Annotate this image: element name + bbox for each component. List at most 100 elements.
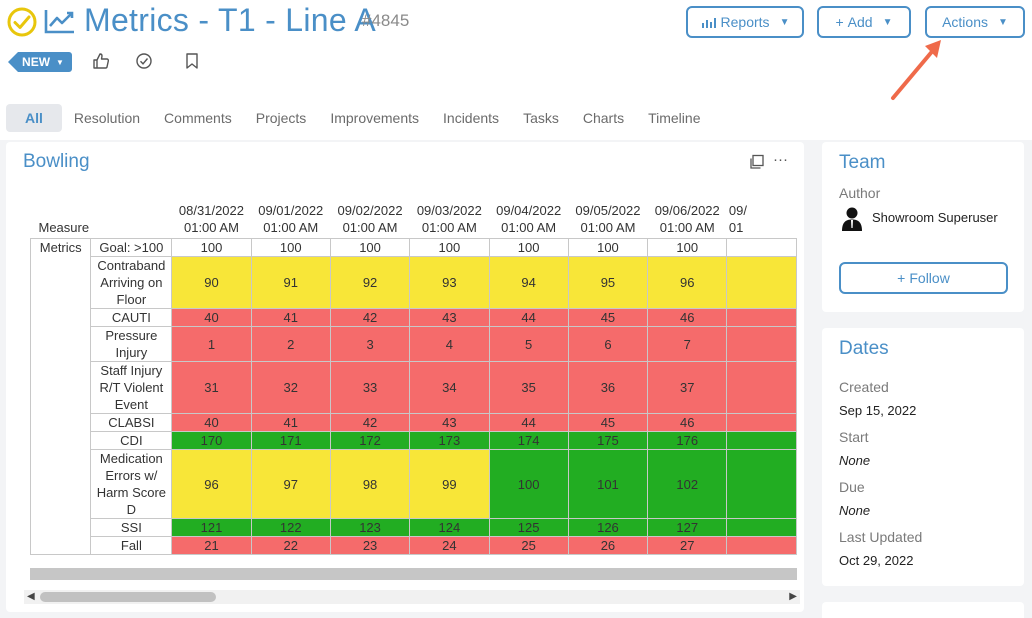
metric-cell[interactable]: 122	[250, 518, 331, 537]
metric-cell[interactable]: 99	[409, 449, 490, 519]
metric-cell[interactable]	[726, 431, 797, 450]
metric-cell[interactable]: 96	[647, 256, 728, 309]
metric-cell[interactable]: 37	[647, 361, 728, 414]
metric-cell[interactable]	[726, 449, 797, 519]
thumbs-up-icon[interactable]	[92, 52, 110, 70]
metric-cell[interactable]	[726, 413, 797, 432]
metric-cell[interactable]: 44	[488, 413, 569, 432]
metric-cell[interactable]: 33	[329, 361, 411, 414]
tab-improvements[interactable]: Improvements	[330, 110, 420, 126]
metric-cell[interactable]: 172	[329, 431, 411, 450]
metric-cell[interactable]: 92	[329, 256, 411, 309]
table-footer-bar	[30, 568, 797, 580]
bookmark-icon[interactable]	[183, 52, 201, 70]
tab-tasks[interactable]: Tasks	[523, 110, 559, 126]
metric-cell[interactable]: 23	[329, 536, 411, 555]
metric-cell[interactable]: 1	[171, 326, 252, 362]
time-label: 01:00 AM	[263, 220, 319, 235]
metric-cell[interactable]: 173	[409, 431, 490, 450]
metric-cell[interactable]: 95	[567, 256, 649, 309]
metric-cell[interactable]: 45	[567, 413, 649, 432]
metric-cell[interactable]: 121	[171, 518, 252, 537]
metric-cell[interactable]: 34	[409, 361, 490, 414]
metric-cell[interactable]: 176	[647, 431, 728, 450]
metric-cell[interactable]: 124	[409, 518, 490, 537]
scroll-left-icon[interactable]: ◀	[27, 591, 35, 602]
metric-cell[interactable]: 36	[567, 361, 649, 414]
metric-cell[interactable]: 100	[488, 449, 569, 519]
metric-cell[interactable]: 41	[250, 413, 331, 432]
metric-cell[interactable]: 24	[409, 536, 490, 555]
metric-cell[interactable]: 27	[647, 536, 728, 555]
metric-cell[interactable]: 26	[567, 536, 649, 555]
tab-timeline[interactable]: Timeline	[648, 110, 701, 126]
metric-cell[interactable]	[726, 308, 797, 327]
goal-cell: 100	[567, 238, 649, 257]
metric-cell[interactable]: 3	[329, 326, 411, 362]
metric-cell[interactable]	[726, 326, 797, 362]
metric-cell[interactable]: 41	[250, 308, 331, 327]
tab-resolution[interactable]: Resolution	[73, 110, 141, 126]
tab-projects[interactable]: Projects	[255, 110, 307, 126]
metric-cell[interactable]: 4	[409, 326, 490, 362]
metric-cell[interactable]: 6	[567, 326, 649, 362]
metric-cell[interactable]: 7	[647, 326, 728, 362]
metric-cell[interactable]: 45	[567, 308, 649, 327]
scroll-thumb[interactable]	[40, 592, 216, 602]
metric-cell[interactable]	[726, 361, 797, 414]
follow-button[interactable]: + Follow	[839, 262, 1008, 294]
metric-cell[interactable]: 101	[567, 449, 649, 519]
add-button[interactable]: + Add ▼	[817, 6, 911, 38]
reports-button[interactable]: Reports ▼	[686, 6, 804, 38]
author-name[interactable]: Showroom Superuser	[872, 210, 998, 225]
more-icon[interactable]: ···	[773, 151, 788, 168]
metric-cell[interactable]: 102	[647, 449, 728, 519]
metric-cell[interactable]: 46	[647, 308, 728, 327]
metric-cell[interactable]: 2	[250, 326, 331, 362]
metric-cell[interactable]: 25	[488, 536, 569, 555]
horizontal-scrollbar[interactable]: ◀ ▶	[24, 590, 800, 604]
copy-icon[interactable]	[749, 154, 765, 170]
tab-comments[interactable]: Comments	[164, 110, 232, 126]
metric-cell[interactable]: 32	[250, 361, 331, 414]
metric-cell[interactable]: 35	[488, 361, 569, 414]
metric-cell[interactable]: 31	[171, 361, 252, 414]
tab-charts[interactable]: Charts	[582, 110, 625, 126]
metric-cell[interactable]: 174	[488, 431, 569, 450]
metric-cell[interactable]: 40	[171, 308, 252, 327]
metric-cell[interactable]: 126	[567, 518, 649, 537]
check-icon[interactable]	[135, 52, 153, 70]
metric-cell[interactable]: 90	[171, 256, 252, 309]
metric-cell[interactable]	[726, 536, 797, 555]
metric-cell[interactable]: 43	[409, 413, 490, 432]
metric-cell[interactable]	[726, 518, 797, 537]
metric-cell[interactable]: 46	[647, 413, 728, 432]
metric-cell[interactable]: 123	[329, 518, 411, 537]
due-label: Due	[839, 479, 865, 495]
metric-cell[interactable]: 171	[250, 431, 331, 450]
metric-cell[interactable]: 94	[488, 256, 569, 309]
metric-cell[interactable]: 22	[250, 536, 331, 555]
metric-cell[interactable]: 93	[409, 256, 490, 309]
metric-cell[interactable]: 42	[329, 308, 411, 327]
metric-cell[interactable]: 44	[488, 308, 569, 327]
metric-cell[interactable]: 125	[488, 518, 569, 537]
status-badge[interactable]: NEW ▼	[8, 52, 72, 72]
metric-cell[interactable]: 98	[329, 449, 411, 519]
tab-incidents[interactable]: Incidents	[443, 110, 500, 126]
tab-all[interactable]: All	[6, 104, 62, 132]
metric-cell[interactable]: 5	[488, 326, 569, 362]
metric-cell[interactable]: 97	[250, 449, 331, 519]
metric-cell[interactable]: 43	[409, 308, 490, 327]
metric-cell[interactable]	[726, 256, 797, 309]
metric-cell[interactable]: 127	[647, 518, 728, 537]
metric-cell[interactable]: 21	[171, 536, 252, 555]
metric-cell[interactable]: 175	[567, 431, 649, 450]
metric-cell[interactable]: 170	[171, 431, 252, 450]
actions-button[interactable]: Actions ▼	[925, 6, 1025, 38]
metric-cell[interactable]: 40	[171, 413, 252, 432]
metric-cell[interactable]: 96	[171, 449, 252, 519]
scroll-right-icon[interactable]: ▶	[789, 591, 797, 602]
metric-cell[interactable]: 91	[250, 256, 331, 309]
metric-cell[interactable]: 42	[329, 413, 411, 432]
